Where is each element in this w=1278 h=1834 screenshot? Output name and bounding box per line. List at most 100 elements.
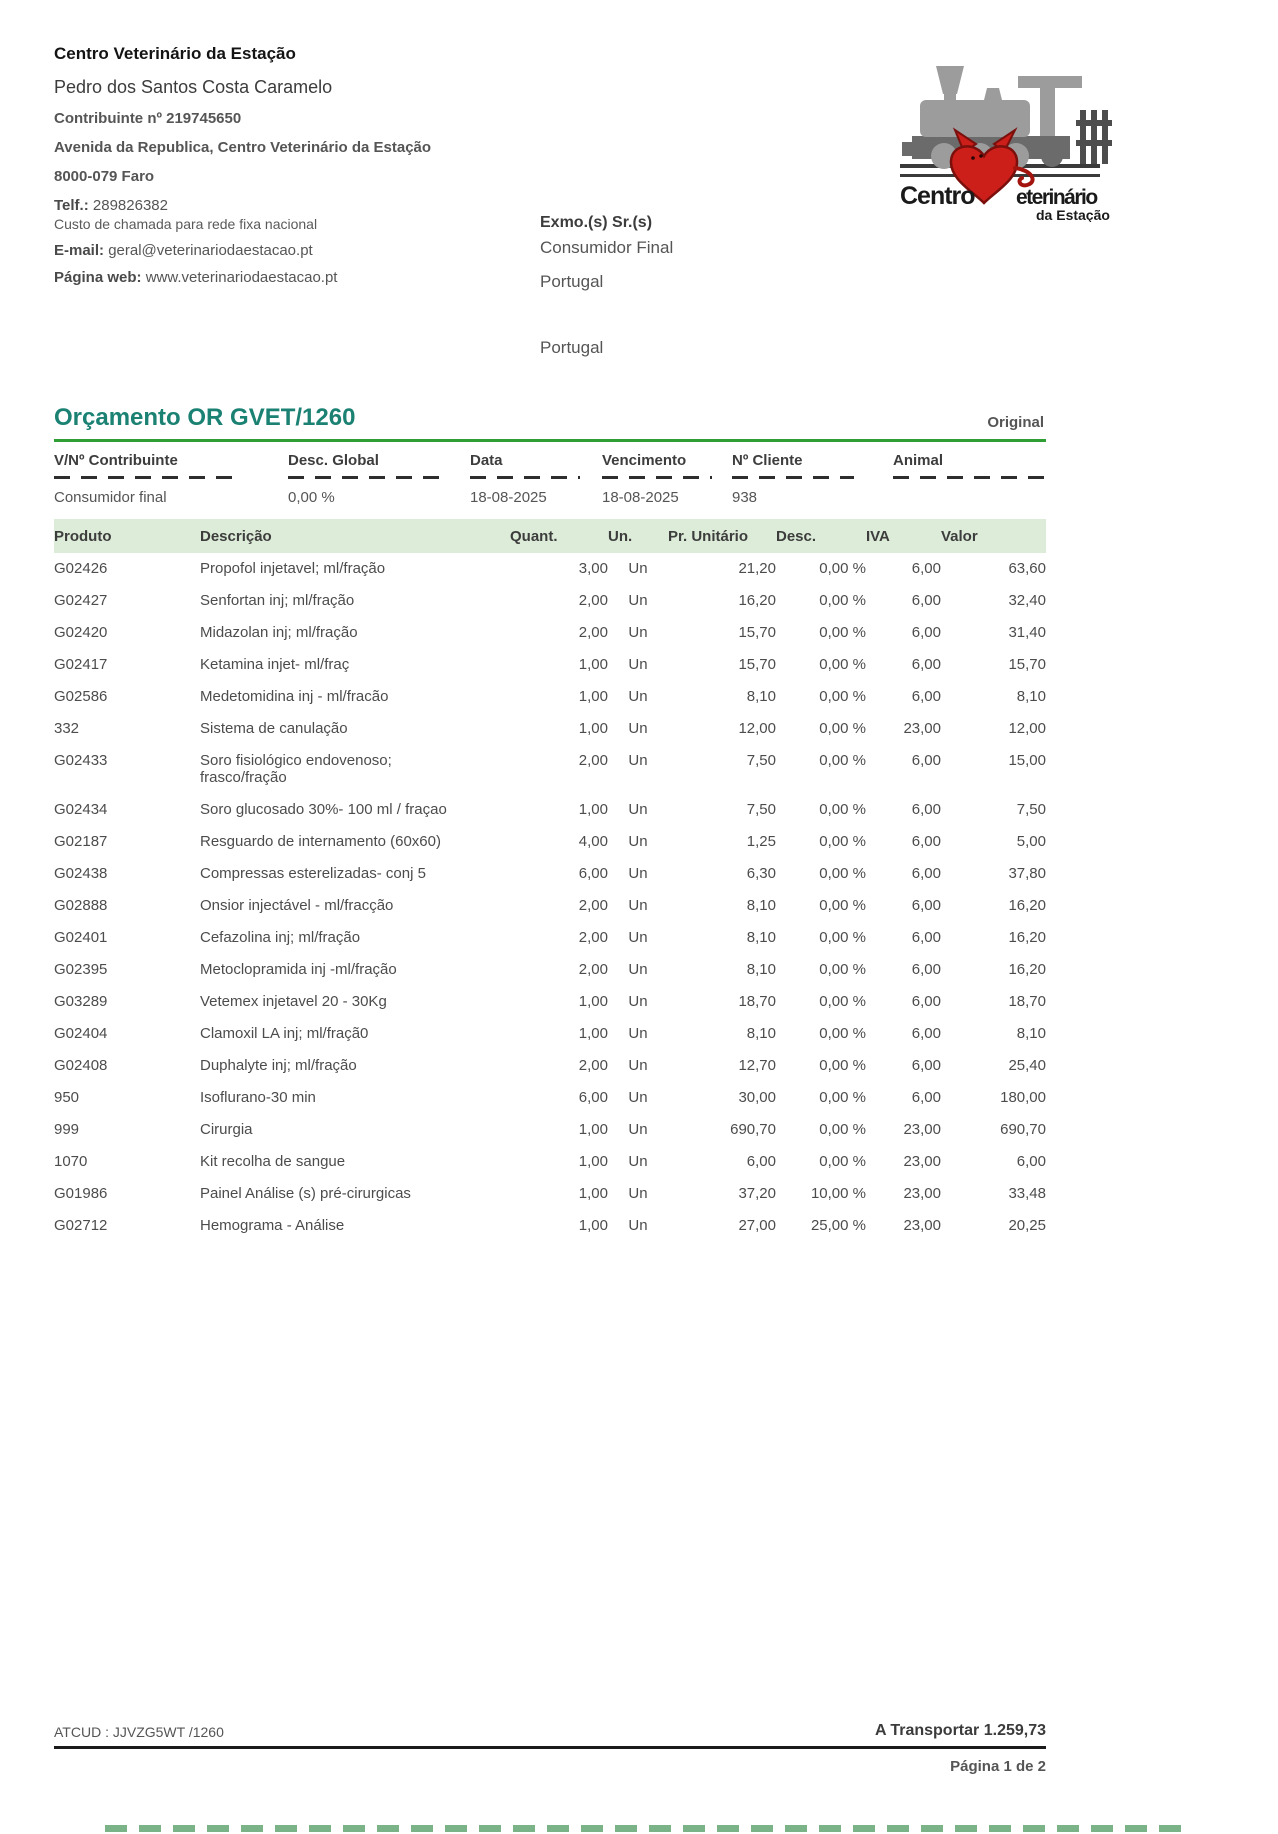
cell-desc: 0,00 %	[819, 1121, 866, 1138]
header-iva: IVA	[866, 519, 941, 553]
cell-descricao: Compressas esterelizadas- conj 5	[200, 865, 426, 882]
cell-un: Un	[628, 961, 648, 978]
cell-produto: G02888	[54, 897, 108, 914]
cell-valor: 31,40	[1008, 624, 1046, 641]
field-animal: Animal	[893, 452, 1046, 507]
cell-quant: 1,00	[578, 1217, 608, 1234]
cell-valor: 37,80	[1008, 865, 1046, 882]
header-quant: Quant.	[510, 519, 608, 553]
cell-descricao: Midazolan inj; ml/fração	[200, 624, 358, 641]
cell-pr-unitario: 8,10	[746, 688, 776, 705]
cell-valor: 33,48	[1008, 1185, 1046, 1202]
page-footer: ATCUD : JJVZG5WT /1260 A Transportar 1.2…	[54, 1722, 1046, 1775]
recipient-salutation: Exmo.(s) Sr.(s)	[540, 214, 653, 231]
cell-iva: 6,00	[911, 865, 941, 882]
cell-descricao: Cirurgia	[200, 1121, 253, 1138]
cell-pr-unitario: 7,50	[746, 752, 776, 769]
table-row: G02420 Midazolan inj; ml/fração 2,00 Un …	[54, 617, 1046, 649]
cell-produto: G02187	[54, 833, 108, 850]
cell-quant: 1,00	[578, 993, 608, 1010]
header-pr-unitario: Pr. Unitário	[668, 519, 776, 553]
table-row: G01986 Painel Análise (s) pré-cirurgicas…	[54, 1178, 1046, 1210]
cell-un: Un	[628, 897, 648, 914]
cell-desc: 0,00 %	[819, 961, 866, 978]
cell-valor: 12,00	[1008, 720, 1046, 737]
cell-produto: G02401	[54, 929, 108, 946]
cell-quant: 1,00	[578, 720, 608, 737]
company-logo: Centro eterinário da Estação	[900, 52, 1112, 223]
cell-desc: 0,00 %	[819, 656, 866, 673]
cell-desc: 0,00 %	[819, 1153, 866, 1170]
cell-descricao: Propofol injetavel; ml/fração	[200, 560, 386, 577]
cell-iva: 23,00	[903, 720, 941, 737]
phone-note: Custo de chamada para rede fixa nacional	[54, 216, 318, 232]
dashed-rule	[470, 476, 580, 479]
cell-pr-unitario: 27,00	[738, 1217, 776, 1234]
cell-quant: 3,00	[578, 560, 608, 577]
cell-descricao: Onsior injectável - ml/fracção	[200, 897, 394, 914]
cell-pr-unitario: 7,50	[746, 801, 776, 818]
table-row: G02408 Duphalyte inj; ml/fração 2,00 Un …	[54, 1050, 1046, 1082]
field-data: Data 18-08-2025	[470, 452, 580, 507]
cell-quant: 2,00	[578, 1057, 608, 1074]
company-phone: Telf.: 289826382	[54, 197, 1046, 214]
table-row: 1070 Kit recolha de sangue 1,00 Un 6,00 …	[54, 1146, 1046, 1178]
cell-un: Un	[628, 688, 648, 705]
page-cut-bar	[105, 1825, 1183, 1832]
cell-pr-unitario: 6,30	[746, 865, 776, 882]
cell-un: Un	[628, 1025, 648, 1042]
cell-valor: 8,10	[1016, 688, 1046, 705]
cell-valor: 6,00	[1016, 1153, 1046, 1170]
recipient-block: Exmo.(s) Sr.(s) Consumidor Final Portuga…	[540, 214, 673, 358]
cell-iva: 6,00	[911, 624, 941, 641]
cell-valor: 15,70	[1008, 656, 1046, 673]
table-row: G03289 Vetemex injetavel 20 - 30Kg 1,00 …	[54, 986, 1046, 1018]
cell-produto: G02395	[54, 961, 108, 978]
carry-label: A Transportar	[874, 1722, 980, 1739]
table-row: G02888 Onsior injectável - ml/fracção 2,…	[54, 890, 1046, 922]
cell-quant: 2,00	[578, 897, 608, 914]
footer-rule	[54, 1746, 1046, 1749]
cell-iva: 6,00	[911, 929, 941, 946]
cell-descricao: Resguardo de internamento (60x60)	[200, 833, 441, 850]
cell-produto: G02404	[54, 1025, 108, 1042]
header-descricao: Descrição	[200, 519, 510, 553]
field-label: Animal	[893, 452, 944, 469]
cell-descricao: Soro fisiológico endovenoso; frasco/fraç…	[200, 752, 392, 786]
field-label: Desc. Global	[288, 452, 379, 469]
cell-descricao: Metoclopramida inj -ml/fração	[200, 961, 397, 978]
cell-desc: 0,00 %	[819, 560, 866, 577]
company-name: Centro Veterinário da Estação	[54, 44, 296, 63]
cell-desc: 25,00 %	[810, 1217, 866, 1234]
cell-pr-unitario: 15,70	[738, 624, 776, 641]
cell-produto: G01986	[54, 1185, 108, 1202]
cell-desc: 10,00 %	[810, 1185, 866, 1202]
field-value	[893, 489, 1046, 507]
cell-un: Un	[628, 624, 648, 641]
cell-valor: 16,20	[1008, 929, 1046, 946]
cell-quant: 2,00	[578, 624, 608, 641]
header-produto: Produto	[54, 519, 200, 553]
cell-quant: 2,00	[578, 929, 608, 946]
cell-un: Un	[628, 929, 648, 946]
phone-value: 289826382	[92, 197, 168, 214]
cell-iva: 6,00	[911, 1025, 941, 1042]
cell-un: Un	[628, 1089, 648, 1106]
dashed-rule	[732, 476, 854, 479]
cell-valor: 5,00	[1016, 833, 1046, 850]
cell-quant: 1,00	[578, 1153, 608, 1170]
cell-valor: 8,10	[1016, 1025, 1046, 1042]
cell-iva: 6,00	[911, 833, 941, 850]
cell-descricao: Senfortan inj; ml/fração	[200, 592, 355, 609]
field-value: Consumidor final	[54, 489, 167, 506]
header-desc: Desc.	[776, 519, 866, 553]
table-row: G02433 Soro fisiológico endovenoso; fras…	[54, 745, 1046, 794]
cell-iva: 23,00	[903, 1121, 941, 1138]
document-title: Orçamento OR GVET/1260	[54, 404, 356, 431]
cell-descricao: Duphalyte inj; ml/fração	[200, 1057, 357, 1074]
cell-desc: 0,00 %	[819, 865, 866, 882]
cell-valor: 32,40	[1008, 592, 1046, 609]
table-row: 332 Sistema de canulação 1,00 Un 12,00 0…	[54, 713, 1046, 745]
cell-iva: 6,00	[911, 1057, 941, 1074]
cell-un: Un	[628, 656, 648, 673]
